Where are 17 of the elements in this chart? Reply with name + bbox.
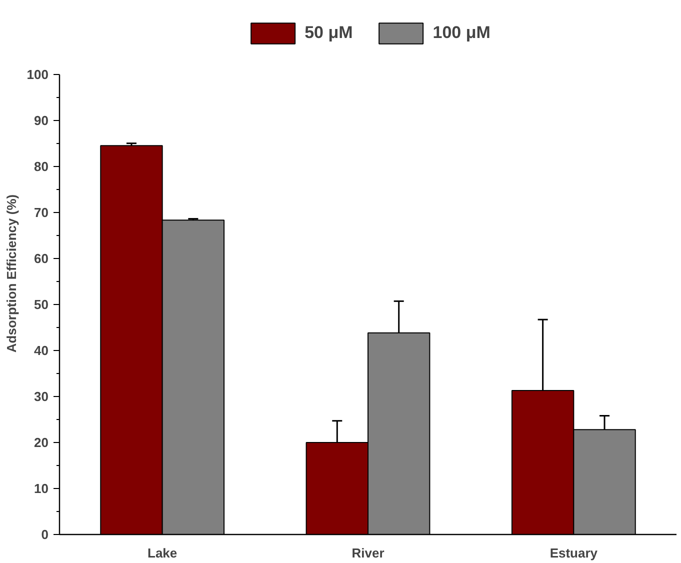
legend-label: 100 μM [432, 23, 490, 43]
y-axis-title: Adsorption Efficiency (%) [4, 194, 19, 353]
x-tick-label: River [352, 546, 384, 560]
y-tick-label: 60 [34, 250, 49, 266]
y-tick-label: 40 [34, 342, 49, 358]
legend-label: 50 μM [304, 23, 353, 43]
y-tick-label: 50 [34, 296, 49, 312]
y-tick-label: 10 [34, 480, 49, 496]
x-tick-label: Estuary [550, 546, 598, 560]
y-tick-label: 90 [34, 112, 49, 128]
y-tick-label: 20 [34, 434, 49, 450]
y-tick-label: 30 [34, 388, 49, 404]
x-tick-label: Lake [148, 546, 178, 560]
y-tick-label: 80 [34, 158, 49, 174]
y-tick-label: 70 [34, 204, 49, 220]
y-tick-label: 100 [26, 66, 49, 82]
y-tick-label: 0 [41, 527, 49, 542]
